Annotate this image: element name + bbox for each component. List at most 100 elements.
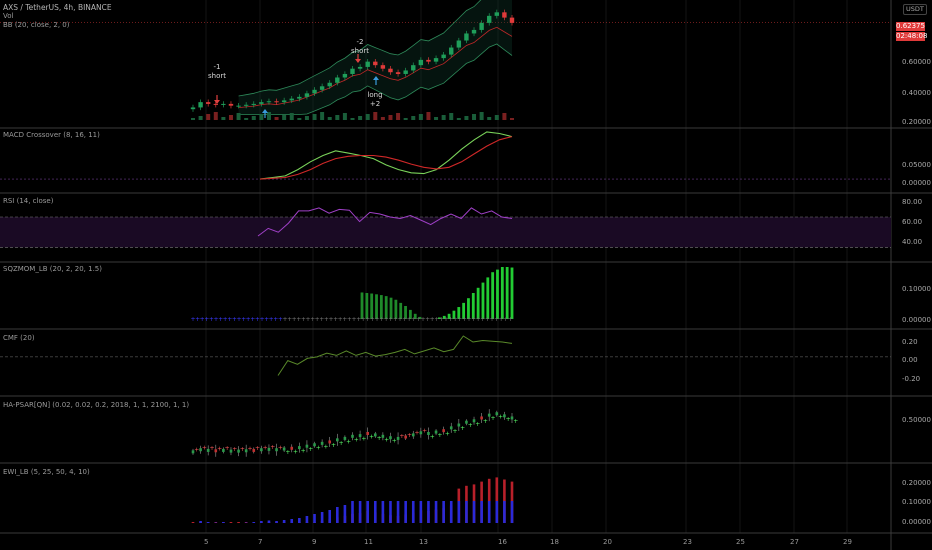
volume-bar bbox=[342, 113, 347, 120]
psar-marker: + bbox=[377, 435, 382, 442]
volume-bar bbox=[320, 112, 325, 120]
ewi-blue-bar bbox=[381, 501, 385, 523]
squeeze-dot: + bbox=[466, 316, 471, 323]
ha-candle-body bbox=[313, 443, 316, 447]
time-tick: 11 bbox=[364, 538, 373, 546]
bollinger-label: BB (20, close, 2, 0) bbox=[3, 21, 70, 29]
macd-tick: 0.00000 bbox=[902, 179, 931, 187]
candle-body bbox=[471, 29, 477, 34]
rsi-line bbox=[257, 207, 513, 237]
ewi-red-bar bbox=[487, 478, 491, 523]
candle-body bbox=[449, 47, 454, 55]
price-tick: 0.20000 bbox=[902, 118, 931, 126]
volume-bar bbox=[358, 116, 363, 120]
momentum-bar bbox=[370, 293, 374, 319]
cmf-tick: -0.20 bbox=[902, 375, 921, 383]
volume-bar bbox=[236, 113, 241, 120]
psar-marker: + bbox=[323, 443, 328, 450]
psar-marker: + bbox=[339, 440, 344, 447]
squeeze-dot: + bbox=[204, 316, 209, 323]
psar-marker: + bbox=[475, 421, 480, 428]
volume-label: Vol bbox=[3, 12, 14, 20]
squeeze-dot: + bbox=[361, 316, 366, 323]
squeeze-dot: + bbox=[374, 316, 379, 323]
long-arrow-head bbox=[262, 109, 268, 113]
momentum-bar bbox=[394, 299, 398, 319]
ewi-blue-bar bbox=[434, 501, 438, 523]
squeeze-dot: + bbox=[351, 316, 356, 323]
momentum-bar bbox=[467, 298, 470, 319]
time-tick: 23 bbox=[683, 538, 692, 546]
psar-marker: + bbox=[361, 436, 366, 443]
psar-marker: + bbox=[354, 436, 359, 443]
candle-body bbox=[388, 68, 393, 73]
momentum-bar bbox=[389, 297, 393, 319]
squeeze-dot: + bbox=[296, 316, 301, 323]
cmf-line bbox=[277, 335, 513, 376]
ewi-blue-bar bbox=[351, 501, 354, 523]
candle-body bbox=[418, 59, 424, 66]
rsi-tick: 60.00 bbox=[902, 218, 923, 226]
squeeze-dot: + bbox=[246, 316, 251, 323]
volume-bar bbox=[251, 116, 256, 120]
ewi-blue-bar bbox=[244, 522, 248, 523]
momentum-bar bbox=[471, 293, 475, 319]
ewi-blue-bar bbox=[442, 501, 445, 523]
ha-candle-body bbox=[305, 444, 309, 448]
last-price-badge: 0.62375 bbox=[896, 22, 925, 31]
volume-bar bbox=[479, 112, 484, 120]
panel-title-cmf: CMF (20) bbox=[3, 334, 35, 342]
momentum-bar bbox=[438, 317, 441, 319]
signal-text: short bbox=[208, 72, 226, 80]
currency-badge[interactable]: USDT bbox=[903, 4, 927, 15]
long-arrow-head bbox=[373, 76, 379, 80]
volume-bar bbox=[297, 118, 302, 120]
ewi-blue-bar bbox=[396, 501, 400, 523]
psar-marker: + bbox=[308, 446, 313, 453]
panel-title-macd: MACD Crossover (8, 16, 11) bbox=[3, 131, 100, 139]
psar-marker: + bbox=[225, 445, 230, 452]
momentum-bar bbox=[442, 315, 446, 319]
time-tick: 5 bbox=[204, 538, 209, 546]
ha-candle-body bbox=[396, 436, 400, 440]
momentum-bar bbox=[481, 282, 485, 319]
ewi-blue-bar bbox=[320, 512, 324, 523]
momentum-bar bbox=[375, 294, 378, 319]
candle-body bbox=[509, 17, 515, 23]
psar-marker: + bbox=[460, 425, 465, 432]
volume-bar bbox=[259, 114, 264, 120]
ha-candle-body bbox=[275, 448, 278, 452]
ewi-blue-bar bbox=[313, 514, 316, 523]
psar-marker: + bbox=[194, 447, 199, 454]
ha-candle-body bbox=[267, 447, 271, 451]
squeeze-dot: + bbox=[480, 316, 485, 323]
squeeze-dot: + bbox=[190, 316, 195, 323]
psar-marker: + bbox=[483, 418, 488, 425]
squeeze-dot: + bbox=[218, 316, 223, 323]
volume-bar bbox=[472, 114, 477, 120]
time-tick: 18 bbox=[550, 538, 559, 546]
candle-body bbox=[342, 73, 348, 78]
panel-title-ewi: EWI_LB (5, 25, 50, 4, 10) bbox=[3, 468, 90, 476]
volume-bar bbox=[373, 112, 378, 120]
ha-candle-body bbox=[290, 446, 294, 450]
ewi-red-bar bbox=[229, 522, 233, 523]
candle-body bbox=[228, 103, 234, 106]
volume-bar bbox=[335, 115, 340, 120]
volume-bar bbox=[426, 112, 431, 120]
candle-body bbox=[236, 105, 241, 107]
momentum-bar bbox=[365, 293, 369, 319]
squeeze-dot: + bbox=[420, 316, 425, 323]
squeeze-dot: + bbox=[273, 316, 278, 323]
candle-body bbox=[350, 68, 355, 74]
squeeze-dot: + bbox=[494, 316, 499, 323]
squeeze-dot: + bbox=[453, 316, 458, 323]
volume-bar bbox=[206, 114, 211, 120]
squeeze-dot: + bbox=[315, 316, 320, 323]
candle-body bbox=[479, 22, 484, 30]
squeeze-dot: + bbox=[457, 316, 462, 323]
ewi-red-bar bbox=[495, 477, 499, 523]
momentum-bar bbox=[408, 309, 412, 319]
psar-marker: + bbox=[263, 444, 268, 451]
